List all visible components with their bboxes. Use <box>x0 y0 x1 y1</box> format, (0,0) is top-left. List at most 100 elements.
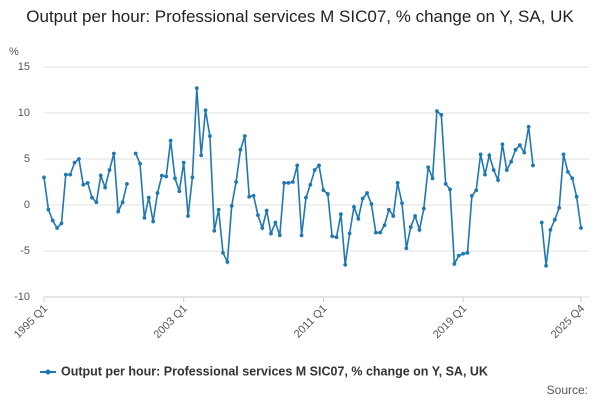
data-point <box>334 235 339 240</box>
data-point <box>203 108 208 113</box>
y-tick-label: 15 <box>18 61 30 73</box>
data-point <box>295 163 300 168</box>
data-point <box>496 178 500 183</box>
data-point <box>107 168 112 172</box>
data-point <box>63 172 68 177</box>
data-point <box>400 201 404 206</box>
data-point <box>548 227 553 232</box>
data-point <box>330 234 335 239</box>
data-point <box>443 181 448 186</box>
data-point <box>116 209 121 214</box>
data-point <box>391 214 396 218</box>
data-point <box>168 138 173 143</box>
x-tick-label: 2011 Q1 <box>292 303 330 341</box>
x-tick-label: 2003 Q1 <box>152 303 190 341</box>
data-point <box>229 204 234 208</box>
x-tick-label: 2019 Q1 <box>431 303 469 341</box>
data-point <box>338 212 343 217</box>
y-tick-label: -10 <box>14 291 30 303</box>
data-point <box>435 109 439 114</box>
data-point <box>77 157 81 161</box>
data-point <box>68 172 73 177</box>
series-line <box>43 88 582 267</box>
data-point <box>552 217 557 222</box>
data-point <box>59 221 64 226</box>
data-point <box>343 262 348 267</box>
data-point <box>286 181 291 185</box>
data-point <box>247 194 252 199</box>
data-point <box>216 207 221 212</box>
x-tick-label: 2025 Q4 <box>549 303 587 341</box>
data-point <box>321 188 326 193</box>
data-point <box>487 153 492 158</box>
data-point <box>373 230 378 235</box>
data-point <box>212 228 217 233</box>
data-point <box>483 172 487 177</box>
source: Source: <box>547 383 588 397</box>
data-point <box>159 173 164 178</box>
data-point <box>46 207 51 212</box>
data-point <box>347 231 352 236</box>
data-point <box>164 174 169 179</box>
data-point <box>277 233 282 238</box>
data-point <box>413 214 417 218</box>
data-point <box>221 250 225 255</box>
data-point <box>531 163 535 168</box>
data-point <box>500 142 505 147</box>
data-point <box>125 181 129 186</box>
data-point <box>290 180 295 184</box>
data-point <box>579 226 583 230</box>
data-point <box>194 86 199 91</box>
data-point <box>251 193 256 198</box>
data-point <box>260 226 265 230</box>
data-point <box>574 194 579 199</box>
data-point <box>513 147 518 152</box>
data-point <box>356 216 361 221</box>
data-point <box>504 168 509 172</box>
data-point <box>317 163 321 168</box>
data-point <box>421 206 426 211</box>
data-point <box>408 225 413 229</box>
data-point <box>90 195 94 200</box>
data-point <box>282 181 287 185</box>
data-point <box>173 176 177 181</box>
data-point <box>312 168 317 172</box>
data-point <box>186 214 190 218</box>
data-point <box>430 176 435 181</box>
data-point <box>469 193 474 198</box>
legend-label: Output per hour: Professional services M… <box>61 364 488 378</box>
data-point <box>395 181 400 185</box>
data-point <box>360 196 365 201</box>
data-point <box>199 153 204 158</box>
data-point <box>225 260 230 264</box>
data-point <box>561 152 566 157</box>
data-point <box>387 207 391 212</box>
data-point <box>557 205 562 210</box>
data-point <box>365 191 369 195</box>
data-point <box>181 160 186 165</box>
data-point <box>85 181 90 185</box>
data-point <box>234 180 238 184</box>
data-point <box>417 227 422 232</box>
data-point <box>238 147 243 152</box>
data-point <box>273 220 278 225</box>
data-point <box>308 182 313 187</box>
data-point <box>509 159 514 164</box>
data-point <box>208 134 212 138</box>
data-point <box>461 251 466 256</box>
data-point <box>474 188 479 193</box>
chart-title: Output per hour: Professional services M… <box>26 7 574 26</box>
data-point <box>264 208 269 213</box>
data-point <box>242 134 247 138</box>
data-point <box>50 218 55 223</box>
data-point <box>269 231 273 236</box>
data-point <box>517 143 522 148</box>
data-point <box>544 263 548 268</box>
data-point <box>299 233 304 238</box>
data-point <box>570 176 575 181</box>
data-point <box>256 213 260 218</box>
data-point <box>155 191 160 195</box>
data-point <box>325 192 330 196</box>
data-point <box>478 152 483 157</box>
